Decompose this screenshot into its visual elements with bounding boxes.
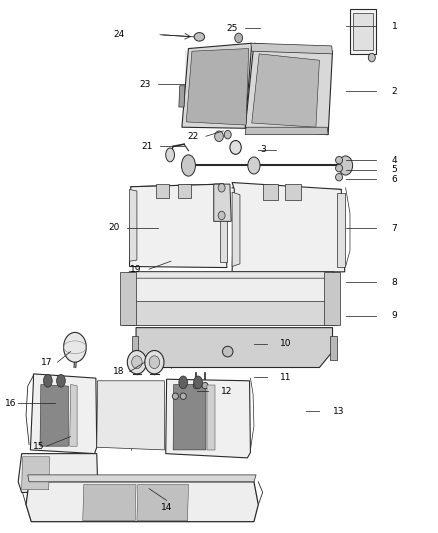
Polygon shape: [137, 484, 188, 521]
Polygon shape: [132, 336, 138, 360]
Polygon shape: [330, 336, 337, 360]
Text: 3: 3: [260, 145, 265, 154]
Ellipse shape: [179, 376, 187, 389]
Text: 5: 5: [392, 165, 397, 174]
Text: 12: 12: [221, 387, 233, 396]
Ellipse shape: [336, 165, 343, 172]
Polygon shape: [350, 9, 376, 54]
Polygon shape: [173, 384, 206, 450]
Text: 24: 24: [113, 30, 124, 39]
Text: 21: 21: [141, 142, 153, 151]
Text: 17: 17: [41, 358, 52, 367]
Polygon shape: [18, 454, 98, 492]
Ellipse shape: [336, 157, 343, 164]
Ellipse shape: [172, 393, 178, 399]
Polygon shape: [324, 272, 339, 325]
Ellipse shape: [368, 53, 375, 62]
Text: 4: 4: [392, 156, 397, 165]
Ellipse shape: [127, 351, 147, 374]
Ellipse shape: [339, 156, 353, 175]
Polygon shape: [97, 381, 164, 450]
Polygon shape: [123, 272, 337, 325]
Ellipse shape: [223, 346, 233, 357]
Polygon shape: [179, 86, 185, 107]
Text: 19: 19: [130, 265, 142, 273]
Ellipse shape: [215, 131, 223, 142]
Ellipse shape: [202, 382, 208, 389]
Polygon shape: [182, 43, 252, 128]
Polygon shape: [252, 54, 319, 127]
Polygon shape: [207, 384, 215, 450]
Text: 16: 16: [5, 399, 17, 408]
Polygon shape: [30, 374, 97, 454]
Ellipse shape: [149, 356, 159, 368]
Polygon shape: [251, 43, 332, 54]
Polygon shape: [177, 184, 191, 198]
Ellipse shape: [230, 141, 241, 155]
Polygon shape: [130, 272, 333, 278]
Polygon shape: [245, 43, 332, 135]
Polygon shape: [40, 384, 68, 446]
Polygon shape: [136, 328, 332, 368]
Ellipse shape: [181, 155, 195, 176]
Text: 15: 15: [32, 442, 44, 451]
Polygon shape: [232, 192, 240, 266]
Text: 7: 7: [392, 224, 397, 233]
Ellipse shape: [218, 211, 225, 220]
Polygon shape: [155, 184, 169, 198]
Ellipse shape: [336, 173, 343, 181]
Ellipse shape: [193, 382, 199, 389]
Ellipse shape: [218, 183, 225, 192]
Ellipse shape: [194, 33, 205, 41]
Polygon shape: [28, 475, 256, 482]
Polygon shape: [130, 184, 227, 268]
Text: 8: 8: [392, 278, 397, 287]
Ellipse shape: [248, 157, 260, 174]
Polygon shape: [286, 183, 301, 199]
Ellipse shape: [194, 376, 202, 389]
Polygon shape: [220, 188, 227, 262]
Text: 20: 20: [109, 223, 120, 232]
Ellipse shape: [145, 351, 164, 374]
Ellipse shape: [43, 374, 52, 387]
Polygon shape: [26, 482, 258, 522]
Text: 10: 10: [280, 339, 292, 348]
Polygon shape: [245, 127, 328, 135]
Text: 2: 2: [392, 86, 397, 95]
Text: 6: 6: [392, 175, 397, 184]
Text: 1: 1: [392, 22, 397, 31]
Text: 25: 25: [226, 24, 238, 33]
Polygon shape: [123, 301, 337, 325]
Ellipse shape: [64, 333, 86, 362]
Text: 11: 11: [280, 373, 292, 382]
Ellipse shape: [235, 33, 243, 43]
Text: 23: 23: [139, 79, 151, 88]
Ellipse shape: [57, 374, 65, 387]
Polygon shape: [166, 379, 251, 458]
Ellipse shape: [224, 131, 231, 139]
Polygon shape: [337, 193, 345, 266]
Text: 14: 14: [161, 503, 172, 512]
Polygon shape: [232, 182, 345, 272]
Polygon shape: [83, 484, 136, 521]
Polygon shape: [186, 49, 249, 125]
Ellipse shape: [166, 148, 174, 162]
Text: 13: 13: [332, 407, 344, 416]
Polygon shape: [130, 189, 137, 261]
Polygon shape: [21, 457, 49, 490]
Ellipse shape: [180, 393, 186, 399]
Polygon shape: [214, 184, 231, 221]
Text: 22: 22: [187, 132, 198, 141]
Polygon shape: [120, 272, 136, 325]
Polygon shape: [353, 13, 373, 50]
Text: 9: 9: [392, 311, 397, 320]
Ellipse shape: [132, 356, 142, 368]
Polygon shape: [263, 183, 279, 199]
Polygon shape: [70, 384, 77, 446]
Text: 18: 18: [113, 367, 124, 376]
